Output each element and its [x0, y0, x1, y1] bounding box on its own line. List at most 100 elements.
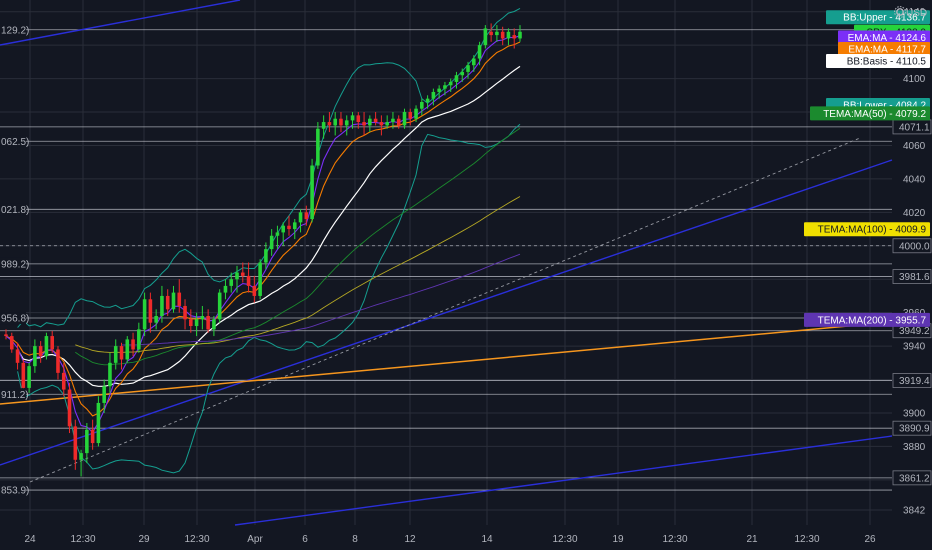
candle-up [414, 108, 418, 119]
price-tag-label: TEMA:MA(50) - 4079.2 [823, 109, 926, 120]
candle-down [362, 122, 366, 126]
level-value-label: 3861.2 [899, 473, 930, 484]
candle-down [67, 389, 72, 427]
candle-down [489, 31, 493, 36]
candle-up [310, 165, 314, 220]
candle-up [420, 101, 424, 109]
candle-up [79, 453, 83, 460]
candle-down [206, 316, 210, 330]
candle-up [472, 58, 476, 66]
price-tag [838, 30, 930, 45]
candle-up [425, 98, 430, 102]
y-tick-label: 4100 [903, 74, 926, 85]
candle-down [408, 112, 413, 119]
price-tag [804, 222, 930, 237]
left-level-label-bg [0, 23, 26, 36]
y-tick-label: 3842 [903, 505, 926, 516]
trend-line [0, 0, 241, 46]
left-level-labels: 129.2) 062.5) 021.8) 989.2) 956.8) 911.2) 853.… [0, 23, 29, 497]
candle-up [385, 122, 389, 126]
trend-line [234, 435, 893, 526]
candle-down [38, 346, 43, 357]
candle-up [160, 295, 164, 317]
y-tick-label: 4020 [903, 208, 926, 219]
x-tick-label: Apr [247, 534, 263, 545]
candle-up [460, 71, 465, 76]
x-tick-label: 12:30 [794, 534, 819, 545]
left-level-label: 911.2) [1, 390, 29, 401]
candle-up [171, 292, 176, 310]
candles[interactable] [4, 23, 522, 477]
price-tag [810, 106, 930, 121]
level-value-label: 3949.2 [899, 326, 930, 337]
level-value-box [892, 420, 932, 436]
gear-icon[interactable] [894, 6, 906, 18]
candle-up [217, 292, 222, 320]
x-tick-label: 12:30 [552, 534, 577, 545]
candle-up [85, 429, 89, 454]
candle-up [350, 115, 355, 121]
price-tag-label: BB:Lower - 4084.2 [843, 101, 926, 112]
candle-down [304, 212, 309, 220]
level-value-box [892, 470, 932, 486]
candle-up [44, 336, 49, 357]
candle-down [183, 305, 187, 320]
candle-down [287, 225, 291, 230]
x-tick-label: 12:30 [662, 534, 687, 545]
bb-lower-line [17, 123, 521, 474]
candle-up [477, 45, 482, 59]
candle-up [298, 212, 303, 223]
candle-down [15, 349, 20, 363]
candle-up [292, 222, 297, 230]
candle-down [512, 35, 517, 39]
candle-up [33, 346, 37, 367]
candle-down [339, 118, 343, 126]
candle-up [235, 272, 239, 280]
price-tag [838, 41, 930, 56]
x-tick-label: 6 [302, 534, 308, 545]
currency-label: USD [906, 8, 927, 19]
left-level-label: 853.9) [1, 486, 29, 497]
candle-down [90, 429, 95, 444]
candle-up [281, 225, 286, 233]
candle-up [518, 31, 522, 39]
level-value-label: 4071.1 [899, 122, 930, 133]
tema-200-line [121, 253, 521, 346]
candle-down [4, 334, 8, 337]
left-level-label-bg [0, 203, 26, 216]
candle-up [344, 120, 349, 126]
candle-down [500, 31, 505, 39]
candle-up [275, 232, 280, 236]
candle-down [73, 426, 78, 460]
candle-down [50, 336, 54, 350]
candle-down [119, 346, 124, 360]
left-level-label-bg [0, 312, 26, 325]
trend-line [0, 159, 893, 466]
candle-up [258, 262, 262, 296]
candle-up [333, 118, 337, 126]
candle-down [373, 118, 378, 123]
level-value-label: 4000.0 [899, 241, 930, 252]
candle-down [177, 292, 182, 306]
x-tick-label: 29 [138, 534, 150, 545]
candle-down [252, 285, 257, 296]
x-tick-label: 19 [612, 534, 624, 545]
left-level-label-bg [0, 257, 26, 270]
price-tag-label: TEMA:MA(200) - 3955.7 [818, 315, 927, 326]
x-tick-label: 12 [404, 534, 416, 545]
level-value-label: 3890.9 [899, 424, 930, 435]
time-axis[interactable]: 24 12:30 29 12:30 Apr 6 8 12 14 12:30 19 12:30 21 12:… [24, 534, 876, 545]
x-tick-label: 21 [746, 534, 758, 545]
price-tag-label: EMA:MA - 4117.7 [848, 44, 926, 55]
candle-up [466, 65, 470, 72]
level-value-box [892, 373, 932, 388]
candle-down [327, 122, 332, 126]
left-level-label: 062.5) [1, 137, 29, 148]
x-tick-label: 24 [24, 534, 36, 545]
bb-upper-line [17, 7, 521, 328]
candle-up [264, 249, 268, 263]
x-tick-label: 12:30 [184, 534, 209, 545]
candle-up [96, 402, 101, 444]
candle-up [125, 339, 130, 360]
